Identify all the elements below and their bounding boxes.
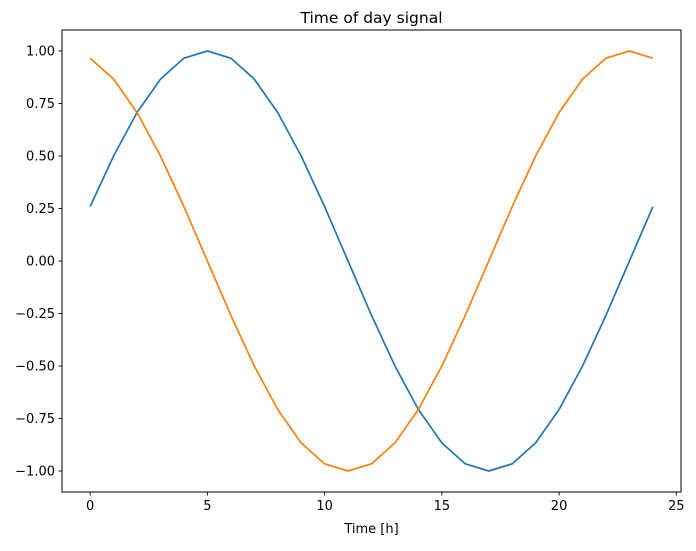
x-tick-label: 10 (316, 499, 333, 514)
y-tick-label: 1.00 (26, 45, 55, 60)
y-tick-label: −1.00 (15, 465, 55, 480)
y-tick-label: −0.75 (15, 412, 55, 427)
x-tick-label: 0 (86, 499, 94, 514)
chart-title: Time of day signal (299, 9, 442, 27)
x-tick-label: 20 (551, 499, 568, 514)
x-tick-label: 25 (668, 499, 685, 514)
series-lines (89, 50, 654, 472)
series-line-1 (89, 50, 654, 472)
x-tick-label: 5 (203, 499, 211, 514)
y-tick-label: 0.50 (26, 150, 55, 165)
y-tick-label: 0.00 (26, 255, 55, 270)
y-tick-label: 0.75 (26, 97, 55, 112)
y-tick-label: 0.25 (26, 202, 55, 217)
x-tick-label: 15 (434, 499, 451, 514)
y-axis-ticks: −1.00 −0.75 −0.50 −0.25 0.00 0.25 0.50 0.75 1.00 (15, 45, 62, 480)
series-line-0 (89, 50, 654, 472)
y-tick-label: −0.50 (15, 360, 55, 375)
y-tick-label: −0.25 (15, 307, 55, 322)
x-axis-label: Time [h] (343, 522, 398, 537)
x-axis-ticks: 0 5 10 15 20 25 (86, 492, 685, 514)
